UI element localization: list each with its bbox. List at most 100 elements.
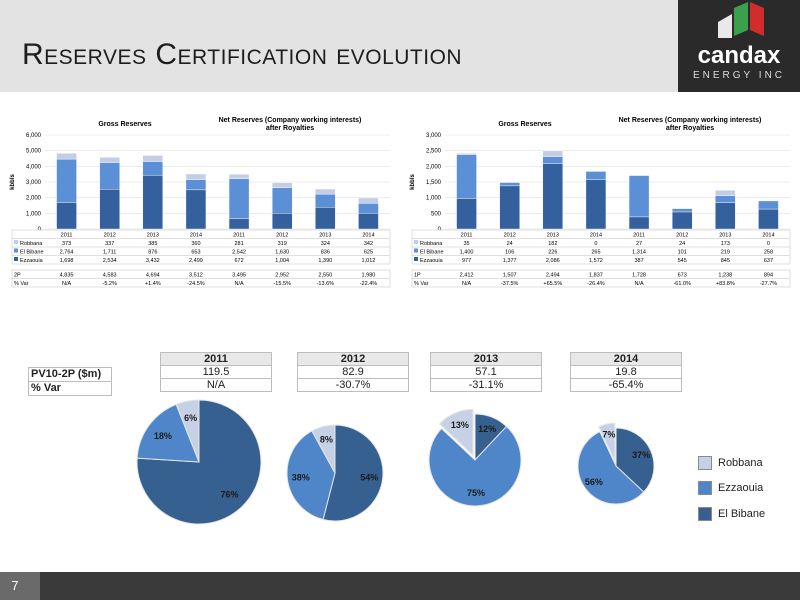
x-tick-label: 2012 [676,233,688,239]
bar-segment [99,157,120,163]
bar-segment [758,208,779,230]
bar-segment [271,213,293,230]
var-row-label: % Var [14,281,29,287]
data-label: 2,542 [232,250,246,256]
data-label: 0 [594,241,597,247]
pv-value: 119.5 [160,365,272,379]
total-row-label: 1P [414,273,421,279]
total-value: 894 [764,273,773,279]
series-name: Robbana [20,241,43,247]
data-label: 342 [364,241,373,247]
x-tick-label: 2013 [147,233,159,239]
bar-segment [185,173,207,180]
data-label: 1,012 [362,258,376,264]
series-name: El Bibane [20,250,44,256]
data-label: 27 [636,241,642,247]
y-tick-label: 2,000 [26,196,42,202]
bar-segment [585,171,607,180]
bar-segment [542,150,564,157]
bar-segment [542,156,564,164]
table-legend-swatch [414,240,418,244]
page-title: Reserves Certification evolution [22,38,463,71]
logo-word: candax [697,42,781,69]
data-label: 1,377 [503,258,517,264]
bar-segment [99,162,120,190]
total-value: 1,980 [362,273,376,279]
subtitle-gross: Gross Reserves [498,121,551,128]
y-axis-label: kbbls [410,174,416,190]
data-label: 385 [148,241,157,247]
data-label: 387 [634,258,643,264]
var-value: +65.5% [543,281,562,287]
x-tick-label: 2014 [762,233,774,239]
legend-swatch-ezzaouia [698,481,712,495]
data-label: 373 [62,241,71,247]
pv-table-2011: 2011 119.5 N/A [160,352,272,392]
bar-segment [585,179,607,230]
pie-slice [136,403,200,463]
x-tick-label: 2011 [233,233,245,239]
pie-label: 38% [292,472,310,482]
data-label: 625 [364,250,373,256]
table-legend-swatch [14,257,18,261]
data-label: 24 [507,241,513,247]
pie-charts: 76% 18% 6% 54% 38% 8% 12% 75% 13% 37% 56% 7% [136,399,655,525]
data-label: 1,711 [103,250,116,256]
legend-robbana: Robbana [718,457,763,469]
subtitle-gross: Gross Reserves [98,121,151,128]
data-label: 319 [278,241,287,247]
data-label: 876 [148,250,157,256]
table-legend-swatch [14,248,18,253]
pie-label: 12% [478,424,496,434]
legend-swatch-el-bibane [698,507,712,521]
pv-var: -65.4% [570,378,682,392]
y-axis-label: kbbls [10,174,16,190]
bar-segment [315,193,336,208]
bar-segment [758,200,779,210]
data-label: 106 [505,250,514,256]
legend-ezzaouia: Ezzaouia [718,482,764,494]
y-tick-label: 2,500 [426,149,442,155]
total-value: 4,583 [103,273,117,279]
var-value: N/A [62,281,72,287]
logo-subtitle: ENERGY INC [692,70,786,81]
data-label: 653 [191,250,200,256]
data-label: 1,314 [632,250,646,256]
total-value: 2,550 [318,273,332,279]
y-tick-label: 3,000 [426,133,442,139]
data-label: 101 [678,250,687,256]
pv-year: 2014 [570,352,682,366]
var-value: -22.4% [360,281,378,287]
bar-segment [56,202,77,230]
bar-chart-2p: Gross Reserves Net Reserves (Company work… [10,117,391,288]
total-value: 1,837 [589,273,603,279]
var-value: -13.6% [317,281,335,287]
pv-value: 19.8 [570,365,682,379]
y-tick-label: 1,500 [426,180,442,186]
x-tick-label: 2014 [590,233,602,239]
x-tick-label: 2012 [104,233,116,239]
pie-slice [175,399,200,463]
bar-segment [228,218,250,230]
bar-segment [228,178,250,219]
subtitle-net: Net Reserves (Company working interests)… [619,117,762,132]
bar-segment [456,198,477,230]
total-value: 4,694 [146,273,160,279]
data-label: 637 [764,258,773,264]
data-label: 845 [721,258,730,264]
var-value: N/A [234,281,244,287]
bar-segment [315,207,336,230]
header-band [0,0,800,92]
var-row-label: % Var [414,281,429,287]
bar-segment [185,179,207,191]
x-tick-label: 2014 [362,233,374,239]
data-label: 265 [591,250,600,256]
total-value: 3,495 [232,273,246,279]
x-tick-label: 2011 [633,233,645,239]
bar-segment [671,208,693,213]
bar-segment [271,187,293,214]
pie-slice [598,422,616,462]
var-value: -61.0% [673,281,691,287]
pie-label: 37% [632,450,650,460]
data-label: 1,390 [318,258,332,264]
